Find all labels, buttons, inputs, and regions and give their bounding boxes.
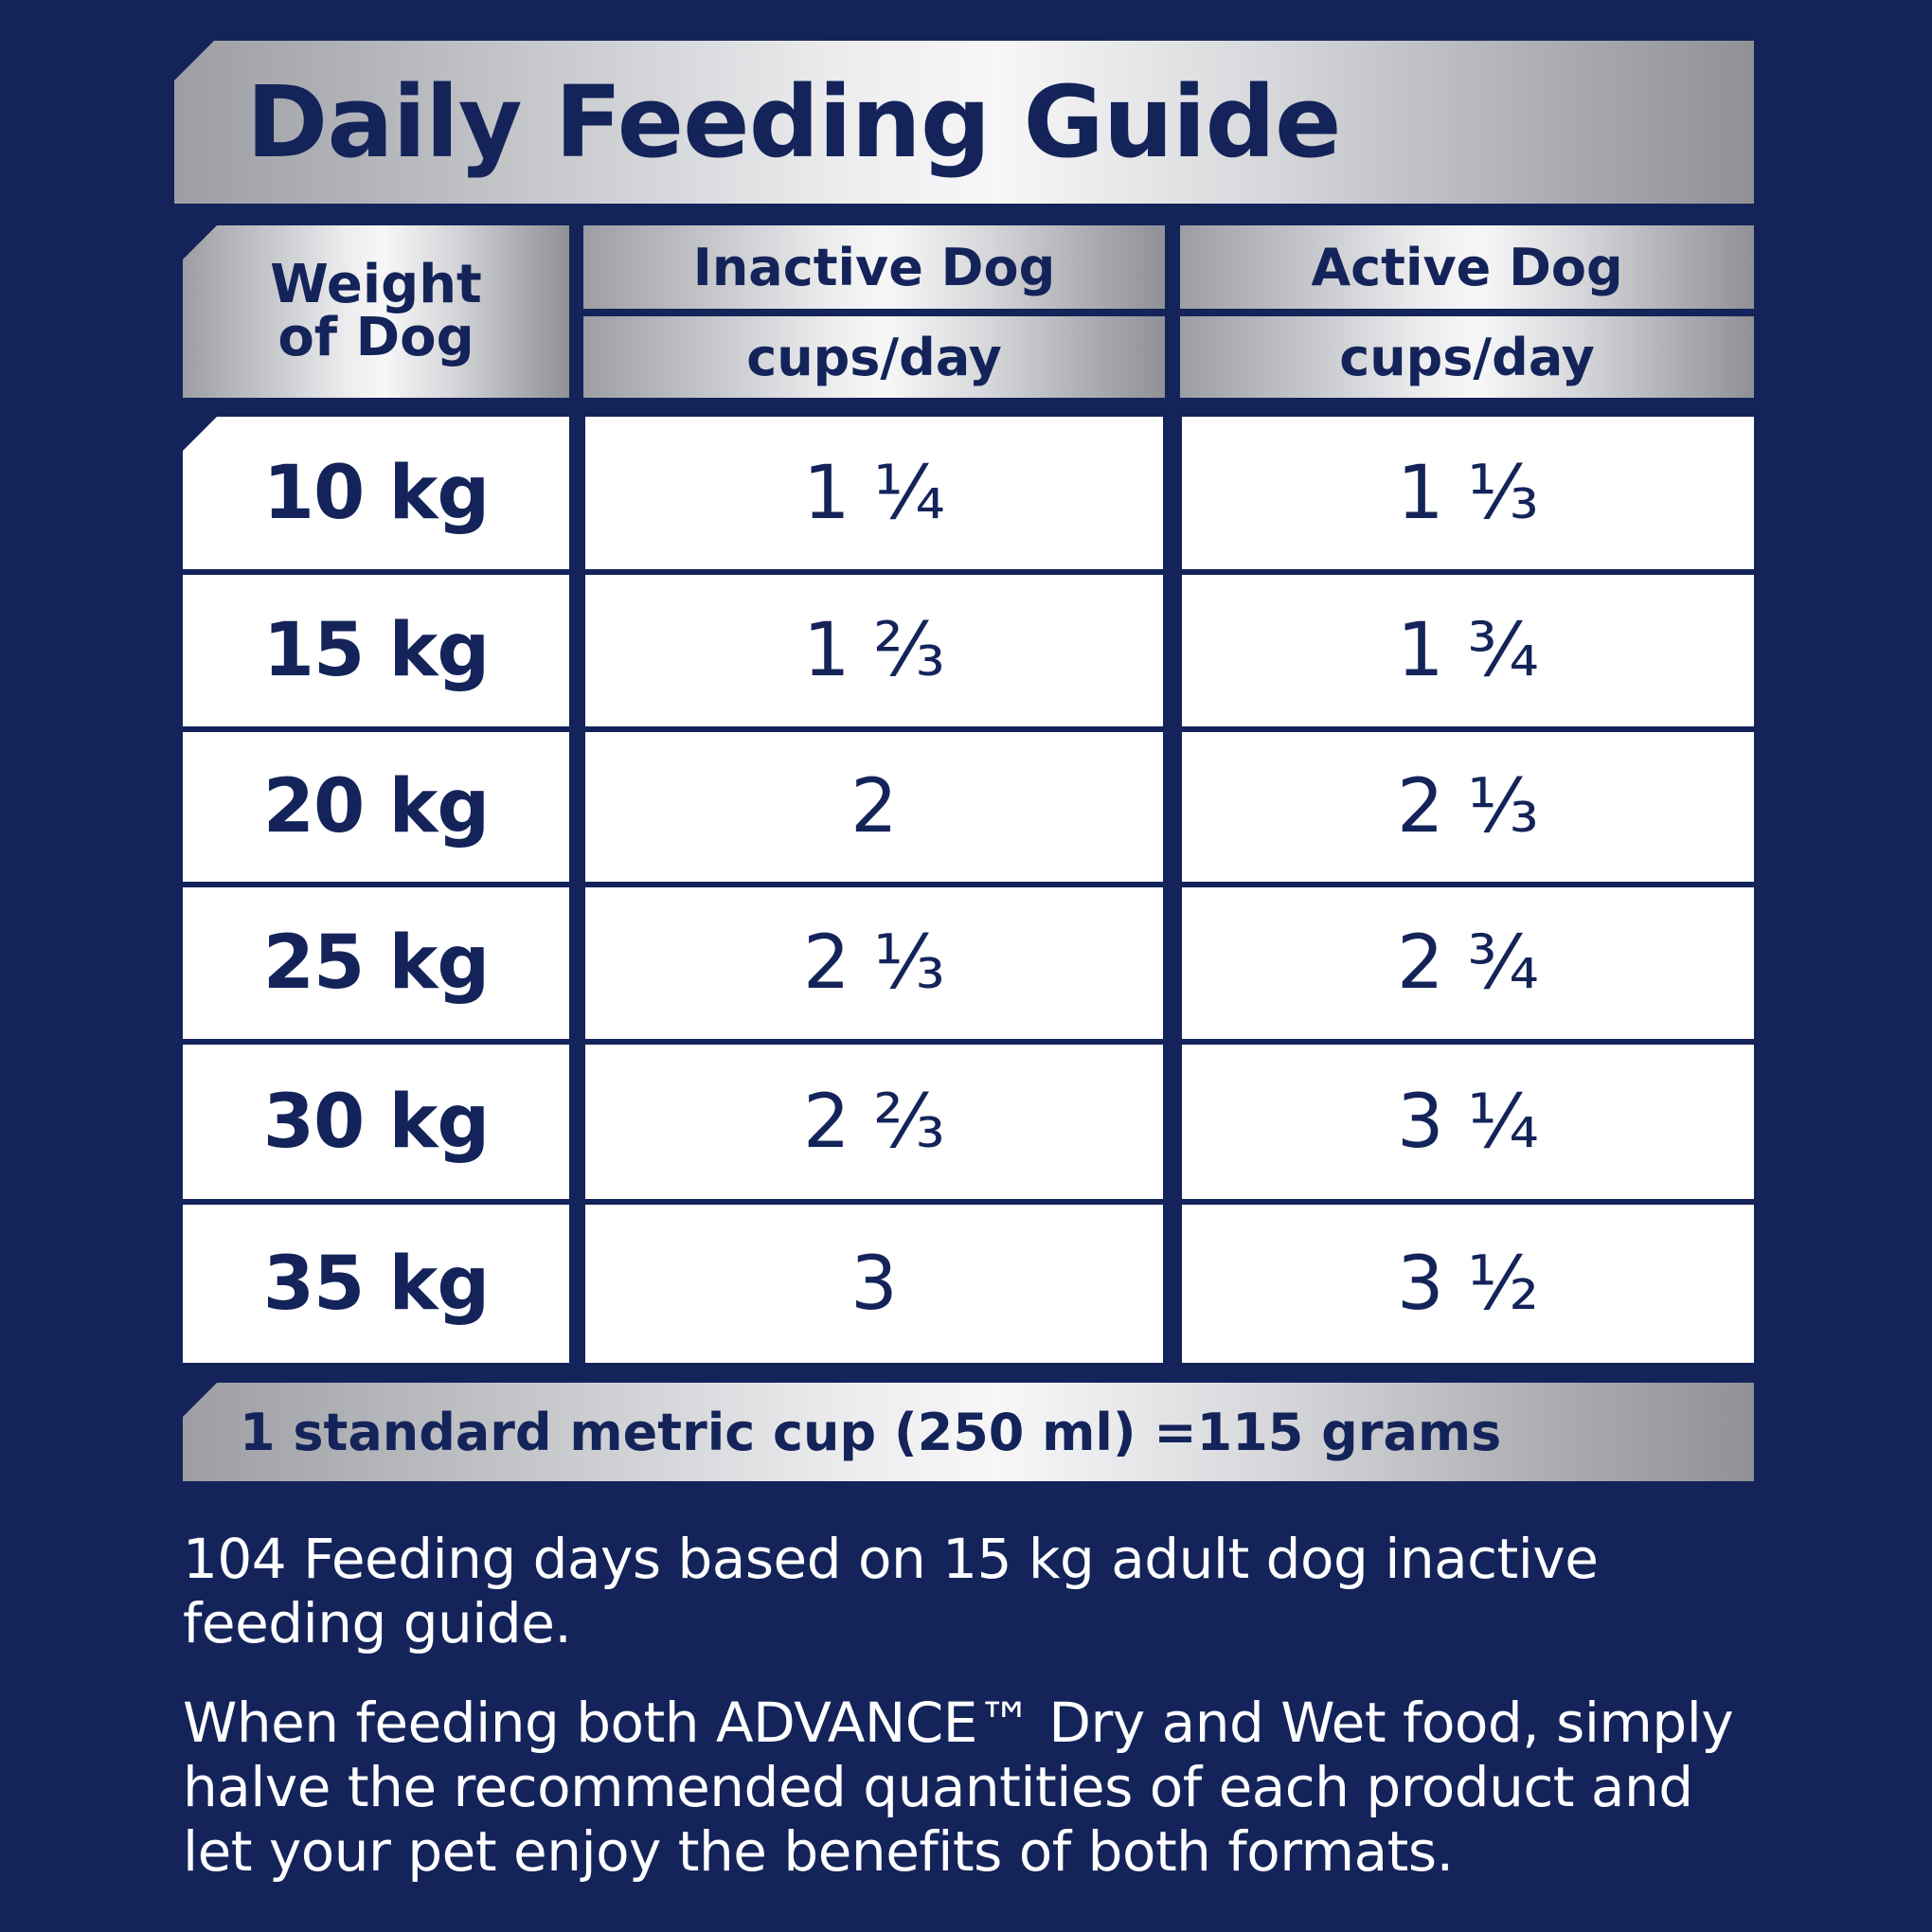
table-cell-inactive: 3 [585,1205,1163,1363]
table-cell-active: 3 ¼ [1182,1045,1754,1199]
header-weight-of-dog: Weight of Dog [183,225,569,398]
cup-conversion-banner: 1 standard metric cup (250 ml) =115 gram… [183,1383,1754,1481]
table-cell-active: 2 ⅓ [1182,732,1754,882]
table-cell-active: 3 ½ [1182,1205,1754,1363]
table-cell-inactive: 1 ¼ [585,417,1163,569]
header-inactive-unit: cups/day [583,316,1165,398]
table-cell-inactive: 2 [585,732,1163,882]
header-weight-line2: of Dog [277,307,474,368]
table-cell-weight: 20 kg [183,732,569,882]
table-cell-weight: 30 kg [183,1045,569,1199]
header-active-dog: Active Dog [1180,225,1754,309]
dry-wet-feeding-paragraph: When feeding both ADVANCE™ Dry and Wet f… [183,1690,1734,1884]
table-cell-inactive: 2 ⅓ [585,887,1163,1039]
table-cell-active: 1 ⅓ [1182,417,1754,569]
page-title: Daily Feeding Guide [246,64,1342,180]
feeding-days-paragraph: 104 Feeding days based on 15 kg adult do… [183,1527,1599,1655]
table-cell-active: 1 ¾ [1182,575,1754,726]
table-cell-weight: 15 kg [183,575,569,726]
header-weight-line1: Weight [270,254,482,315]
title-banner: Daily Feeding Guide [174,41,1754,204]
table-cell-weight: 25 kg [183,887,569,1039]
table-cell-weight: 10 kg [183,417,569,569]
header-active-unit: cups/day [1180,316,1754,398]
cup-conversion-note: 1 standard metric cup (250 ml) =115 gram… [240,1402,1502,1462]
table-cell-inactive: 2 ⅔ [585,1045,1163,1199]
table-cell-active: 2 ¾ [1182,887,1754,1039]
table-cell-inactive: 1 ⅔ [585,575,1163,726]
header-inactive-dog: Inactive Dog [583,225,1165,309]
table-cell-weight: 35 kg [183,1205,569,1363]
